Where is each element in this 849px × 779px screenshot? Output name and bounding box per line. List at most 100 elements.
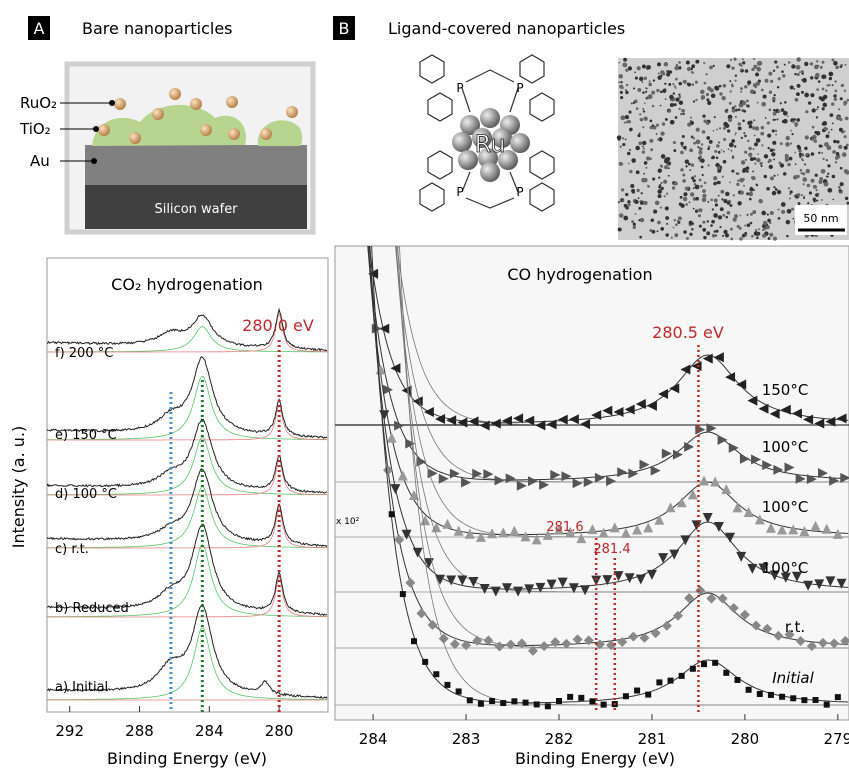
particle bbox=[625, 138, 627, 140]
particle bbox=[821, 152, 823, 154]
particle bbox=[834, 98, 837, 101]
x-tick-label: 281 bbox=[638, 730, 667, 748]
particle bbox=[832, 84, 834, 86]
particle bbox=[753, 148, 755, 150]
particle bbox=[707, 220, 709, 222]
particle bbox=[665, 98, 667, 100]
particle bbox=[831, 129, 833, 131]
particle bbox=[656, 133, 658, 135]
marker bbox=[578, 695, 584, 701]
particle bbox=[680, 113, 682, 115]
particle bbox=[743, 132, 745, 134]
peak-annotation: 280.5 eV bbox=[652, 323, 724, 342]
particle bbox=[804, 163, 807, 166]
peak-annotation: 281.6 bbox=[546, 520, 583, 535]
particle bbox=[749, 148, 751, 150]
particle bbox=[829, 77, 832, 80]
particle bbox=[702, 194, 706, 198]
particle bbox=[707, 101, 711, 105]
particle bbox=[818, 152, 820, 154]
particle bbox=[693, 100, 695, 102]
particle bbox=[797, 73, 800, 76]
particle bbox=[810, 93, 814, 97]
particle bbox=[756, 158, 760, 162]
particle bbox=[660, 91, 663, 94]
particle bbox=[829, 113, 833, 117]
particle bbox=[747, 80, 751, 84]
particle bbox=[682, 135, 685, 138]
particle bbox=[690, 120, 692, 122]
particle bbox=[658, 168, 662, 172]
particle bbox=[798, 149, 801, 152]
particle bbox=[740, 87, 743, 90]
particle bbox=[705, 73, 707, 75]
particle bbox=[790, 130, 792, 132]
particle bbox=[842, 152, 847, 157]
particle bbox=[755, 229, 757, 231]
particle bbox=[664, 195, 666, 197]
particle bbox=[633, 223, 636, 226]
particle bbox=[739, 178, 744, 183]
particle bbox=[723, 161, 726, 164]
particle bbox=[735, 116, 737, 118]
particle bbox=[746, 166, 750, 170]
particle bbox=[839, 146, 841, 148]
particle bbox=[723, 138, 726, 141]
particle bbox=[656, 230, 658, 232]
particle bbox=[788, 61, 791, 64]
particle bbox=[726, 64, 730, 68]
particle bbox=[734, 134, 736, 136]
particle bbox=[718, 195, 720, 197]
particle bbox=[639, 132, 641, 134]
marker bbox=[723, 670, 729, 676]
particle bbox=[642, 65, 646, 69]
particle bbox=[733, 194, 735, 196]
particle bbox=[663, 180, 667, 184]
particle bbox=[709, 66, 713, 70]
particle bbox=[631, 158, 636, 163]
particle bbox=[822, 158, 824, 160]
particle bbox=[772, 141, 776, 145]
particle bbox=[658, 72, 660, 74]
particle bbox=[787, 209, 792, 214]
marker bbox=[545, 703, 551, 709]
particle bbox=[756, 184, 758, 186]
particle bbox=[796, 118, 800, 122]
particle bbox=[725, 216, 728, 219]
atom-label: P bbox=[456, 185, 463, 199]
particle bbox=[780, 102, 782, 104]
panel-title: Ligand-covered nanoparticles bbox=[388, 19, 625, 38]
particle bbox=[742, 61, 745, 64]
particle bbox=[746, 170, 749, 173]
particle bbox=[687, 83, 690, 86]
particle bbox=[719, 226, 721, 228]
particle bbox=[730, 238, 733, 241]
particle bbox=[682, 179, 686, 183]
marker bbox=[835, 694, 841, 700]
particle bbox=[728, 118, 732, 122]
particle bbox=[766, 187, 770, 191]
particle bbox=[756, 236, 759, 239]
particle bbox=[732, 108, 736, 112]
particle bbox=[678, 94, 680, 96]
particle bbox=[827, 176, 829, 178]
particle bbox=[674, 219, 676, 221]
particle bbox=[649, 80, 651, 82]
marker bbox=[734, 677, 740, 683]
particle bbox=[727, 129, 730, 132]
particle bbox=[757, 102, 759, 104]
particle bbox=[706, 136, 710, 140]
particle bbox=[840, 182, 844, 186]
particle bbox=[680, 151, 684, 155]
particle bbox=[815, 174, 818, 177]
particle bbox=[711, 220, 715, 224]
particle bbox=[817, 193, 819, 195]
particle bbox=[675, 97, 679, 101]
particle bbox=[744, 135, 747, 138]
particle bbox=[625, 206, 628, 209]
particle bbox=[704, 82, 707, 85]
particle bbox=[819, 96, 822, 99]
particle bbox=[694, 183, 696, 185]
particle bbox=[643, 116, 647, 120]
plot-title: CO hydrogenation bbox=[507, 265, 652, 284]
